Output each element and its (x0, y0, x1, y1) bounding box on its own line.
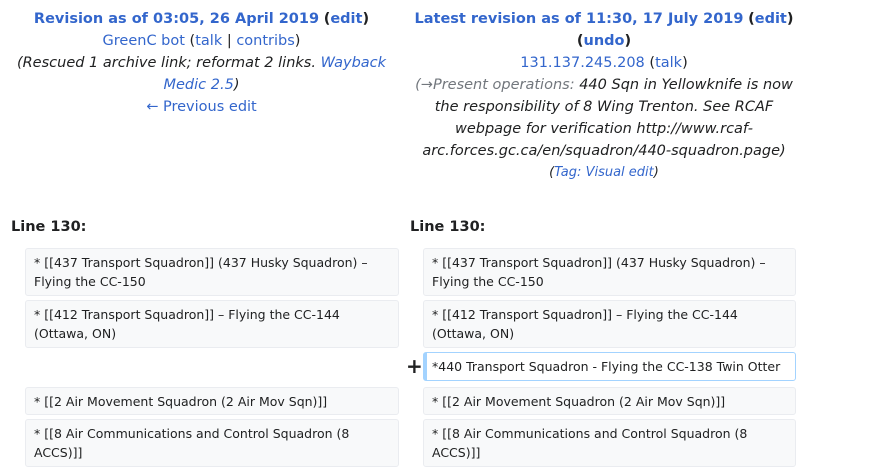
tag-label-link[interactable]: Tag: (554, 165, 582, 180)
left-edit-link[interactable]: edit (330, 11, 363, 27)
left-talk-link[interactable]: talk (195, 33, 223, 49)
left-summary-end: ) (233, 77, 240, 93)
diff-context-left: * [[2 Air Movement Squadron (2 Air Mov S… (25, 387, 399, 415)
right-edit-link[interactable]: edit (754, 11, 787, 27)
visual-edit-tag-link[interactable]: Visual edit (585, 165, 654, 180)
left-line-number: Line 130: (11, 219, 87, 235)
diff-context-right: * [[8 Air Communications and Control Squ… (423, 419, 796, 467)
undo-link[interactable]: undo (583, 33, 625, 49)
left-edit-summary: (Rescued 1 archive link; reformat 2 link… (10, 52, 393, 96)
right-revision-header: Latest revision as of 11:30, 17 July 201… (408, 8, 800, 184)
right-line-number: Line 130: (410, 219, 486, 235)
diff-context-left: * [[412 Transport Squadron]] – Flying th… (25, 300, 399, 348)
right-edit-summary: (→Present operations: 440 Sqn in Yellowk… (408, 74, 800, 162)
left-revision-title: Revision as of 03:05, 26 April 2019 (edi… (10, 8, 393, 30)
left-user-line: GreenC bot (talk | contribs) (102, 33, 301, 49)
left-summary-text: (Rescued 1 archive link; reformat 2 link… (16, 55, 321, 71)
undo-line: (undo) (576, 33, 632, 49)
right-revision-title: Latest revision as of 11:30, 17 July 201… (408, 8, 800, 30)
diff-context-right: * [[412 Transport Squadron]] – Flying th… (423, 300, 796, 348)
left-edit-paren: (edit) (323, 11, 370, 27)
diff-context-right: * [[2 Air Movement Squadron (2 Air Mov S… (423, 387, 796, 415)
diff-context-left: * [[437 Transport Squadron]] (437 Husky … (25, 248, 399, 296)
previous-edit-link[interactable]: ← Previous edit (146, 99, 257, 115)
left-user-link[interactable]: GreenC bot (102, 33, 185, 49)
right-edit-paren: (edit) (748, 11, 794, 27)
right-revision-link[interactable]: Latest revision as of 11:30, 17 July 201… (414, 11, 744, 27)
right-user-link[interactable]: 131.137.245.208 (520, 55, 645, 71)
tag-line: (Tag: Visual edit) (549, 165, 659, 180)
right-talk-link[interactable]: talk (655, 55, 683, 71)
left-revision-link[interactable]: Revision as of 03:05, 26 April 2019 (33, 11, 320, 27)
diff-context-left: * [[8 Air Communications and Control Squ… (25, 419, 399, 467)
added-line-marker: + (406, 354, 423, 378)
diff-context-right: * [[437 Transport Squadron]] (437 Husky … (423, 248, 796, 296)
right-user-line: 131.137.245.208 (talk) (520, 55, 688, 71)
right-summary-text: 440 Sqn in Yellowknife is now the respon… (422, 77, 793, 159)
diff-added-line: *440 Transport Squadron - Flying the CC-… (423, 352, 796, 381)
wayback-medic-link[interactable]: Wayback Medic 2.5 (163, 55, 387, 93)
left-contribs-link[interactable]: contribs (236, 33, 295, 49)
left-revision-header: Revision as of 03:05, 26 April 2019 (edi… (10, 8, 393, 118)
section-arrow-link[interactable]: (→Present operations: (415, 77, 575, 93)
